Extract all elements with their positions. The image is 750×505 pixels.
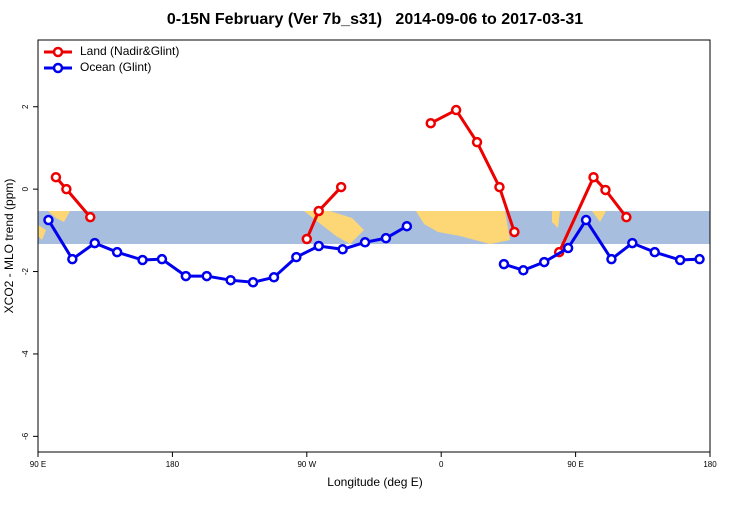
y-tick-label: 0 bbox=[21, 186, 30, 191]
point bbox=[498, 258, 510, 270]
legend-label: Ocean (Glint) bbox=[80, 60, 151, 74]
point bbox=[606, 253, 617, 265]
point bbox=[50, 171, 62, 183]
point bbox=[494, 181, 505, 193]
y-tick-label: -4 bbox=[21, 350, 30, 358]
point bbox=[471, 136, 483, 148]
point bbox=[61, 183, 72, 195]
point bbox=[621, 211, 632, 223]
x-tick-label: 90 W bbox=[297, 460, 316, 469]
y-tick-label: -6 bbox=[21, 432, 30, 440]
point bbox=[649, 246, 660, 258]
point bbox=[111, 246, 123, 258]
legend-marker bbox=[52, 62, 64, 74]
map-land bbox=[38, 211, 606, 244]
y-tick-label: -2 bbox=[21, 267, 30, 275]
y-axis-label: XCO2 - MLO trend (ppm) bbox=[2, 179, 16, 314]
point bbox=[450, 104, 462, 116]
x-tick-label: 0 bbox=[439, 460, 444, 469]
point bbox=[401, 220, 413, 232]
point bbox=[538, 256, 550, 268]
point bbox=[562, 242, 574, 254]
point bbox=[180, 270, 192, 282]
point bbox=[247, 277, 259, 288]
point bbox=[359, 237, 371, 248]
point bbox=[301, 233, 313, 245]
point bbox=[627, 237, 638, 249]
point bbox=[313, 205, 324, 217]
legend-label: Land (Nadir&Glint) bbox=[80, 44, 179, 58]
point bbox=[268, 272, 280, 283]
chart-title: 0-15N February (Ver 7b_s31) 2014-09-06 t… bbox=[167, 11, 583, 28]
point bbox=[518, 265, 529, 276]
point bbox=[694, 253, 705, 265]
point bbox=[580, 214, 592, 226]
point bbox=[509, 226, 520, 238]
point bbox=[67, 253, 78, 265]
x-tick-label: 180 bbox=[703, 460, 717, 469]
point bbox=[588, 171, 599, 183]
y-tick-label: 2 bbox=[21, 104, 30, 109]
point bbox=[337, 244, 348, 255]
x-tick-label: 90 E bbox=[567, 460, 583, 469]
point bbox=[225, 274, 236, 286]
point bbox=[43, 214, 54, 226]
point bbox=[313, 240, 324, 252]
plot-frame bbox=[37, 39, 711, 453]
point bbox=[335, 181, 347, 193]
point bbox=[85, 211, 96, 223]
x-tick-label: 90 E bbox=[30, 460, 46, 469]
point bbox=[674, 254, 686, 266]
point bbox=[89, 237, 100, 249]
point bbox=[291, 251, 302, 263]
legend-marker bbox=[52, 46, 64, 58]
point bbox=[156, 253, 168, 265]
point bbox=[425, 117, 436, 129]
x-axis-label: Longitude (deg E) bbox=[327, 475, 422, 489]
x-tick-label: 180 bbox=[166, 460, 180, 469]
point bbox=[201, 270, 212, 282]
point bbox=[137, 254, 148, 266]
point bbox=[380, 232, 392, 244]
point bbox=[600, 184, 611, 196]
